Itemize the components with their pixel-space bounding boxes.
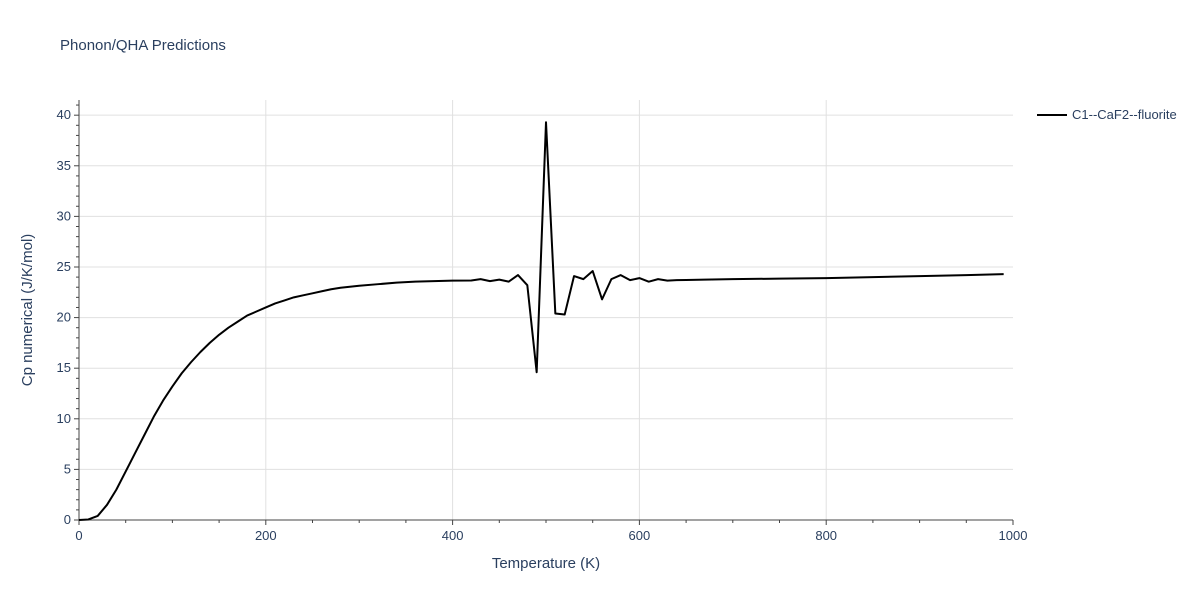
x-tick-label: 200 (255, 528, 277, 543)
y-tick-label: 15 (57, 360, 71, 375)
y-tick-label: 30 (57, 208, 71, 223)
y-tick-label: 20 (57, 310, 71, 325)
grid (79, 100, 1013, 520)
x-tick-label: 1000 (999, 528, 1028, 543)
x-axis-ticks: 0 200 400 600 800 1000 (75, 520, 1027, 543)
x-tick-label: 400 (442, 528, 464, 543)
y-tick-label: 40 (57, 107, 71, 122)
x-tick-label: 800 (815, 528, 837, 543)
chart-title: Phonon/QHA Predictions (60, 37, 226, 54)
series-layer (78, 121, 1004, 521)
series-line (78, 121, 1004, 521)
x-axis-title: Temperature (K) (492, 555, 600, 572)
y-tick-label: 5 (64, 461, 71, 476)
y-axis-title: Cp numerical (J/K/mol) (19, 234, 36, 387)
y-tick-label: 35 (57, 158, 71, 173)
x-tick-label: 0 (75, 528, 82, 543)
y-tick-label: 0 (64, 512, 71, 527)
y-tick-label: 25 (57, 259, 71, 274)
y-axis-ticks: 0 5 10 15 20 25 30 35 40 (57, 104, 79, 527)
legend-label: C1--CaF2--fluorite (1072, 107, 1177, 122)
legend[interactable]: C1--CaF2--fluorite (1037, 107, 1177, 122)
x-tick-label: 600 (629, 528, 651, 543)
y-tick-label: 10 (57, 411, 71, 426)
